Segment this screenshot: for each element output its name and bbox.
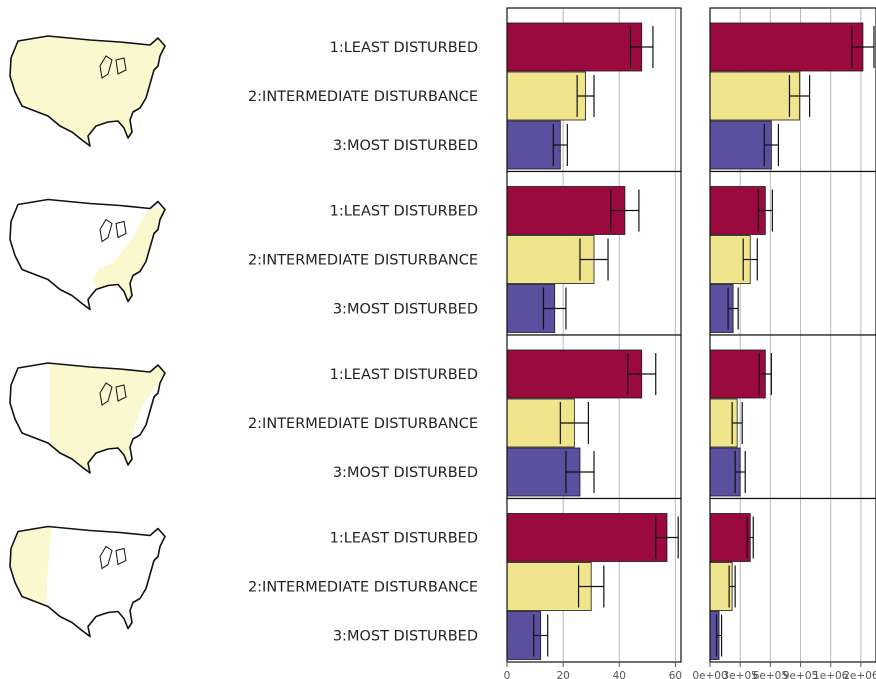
- right-region-3-errorbar-1: [758, 353, 772, 395]
- right-region-2-errorbar-2: [742, 238, 758, 281]
- x-tick-label: 3e+05: [723, 670, 758, 679]
- left-region-3-bar-1: [506, 349, 643, 399]
- left-region-1-bar-2: [506, 71, 586, 121]
- right-region-3-bar-1: [709, 349, 766, 399]
- category-label: 2:INTERMEDIATE DISTURBANCE: [248, 253, 478, 269]
- left-region-1-errorbar-2: [576, 75, 595, 117]
- category-label: 3:MOST DISTURBED: [333, 302, 478, 318]
- right-region-2-errorbar-1: [757, 189, 773, 232]
- right-region-1-bar-3: [709, 120, 772, 170]
- left-region-3-errorbar-3: [565, 451, 595, 493]
- left-x-axis: 0 20 40 60: [504, 662, 682, 679]
- left-region-3-errorbar-2: [559, 402, 589, 444]
- x-tick-label: 2e+06: [843, 670, 876, 679]
- right-region-3-errorbar-3: [734, 451, 746, 493]
- map-highlight: [40, 363, 165, 473]
- category-label: 1:LEAST DISTURBED: [330, 367, 478, 383]
- left-region-1-bar-1: [506, 22, 643, 72]
- category-label: 1:LEAST DISTURBED: [330, 531, 478, 547]
- category-label: 1:LEAST DISTURBED: [330, 204, 478, 220]
- right-region-3-errorbar-2: [731, 402, 743, 444]
- left-region-2-bar-1: [506, 186, 626, 235]
- left-region-4-bar-1: [506, 513, 668, 562]
- category-label: 3:MOST DISTURBED: [333, 465, 478, 481]
- right-region-4-errorbar-1: [746, 516, 754, 559]
- left-region-1-errorbar-3: [552, 124, 568, 166]
- left-region-1-errorbar-1: [629, 26, 654, 68]
- left-region-2-errorbar-2: [579, 238, 609, 281]
- x-tick-label: 9e+05: [783, 670, 818, 679]
- left-region-4-bar-2: [506, 562, 592, 611]
- region-maps: [9, 35, 166, 638]
- category-label: 1:LEAST DISTURBED: [330, 40, 478, 56]
- x-tick-label: 20: [556, 670, 569, 679]
- category-label: 2:INTERMEDIATE DISTURBANCE: [248, 416, 478, 432]
- map-highlight: [10, 36, 165, 146]
- left-region-1-bar-3: [506, 120, 561, 170]
- region-map-1: [9, 35, 166, 147]
- left-region-4-errorbar-1: [655, 516, 679, 559]
- right-bar-panel: [709, 7, 876, 663]
- x-tick-label: 0e+00: [692, 670, 727, 679]
- x-tick-label: 60: [669, 670, 682, 679]
- right-region-4-errorbar-2: [728, 565, 736, 608]
- right-region-1-errorbar-3: [763, 124, 780, 166]
- right-region-1-bar-2: [709, 71, 800, 121]
- x-tick-label: 6e+05: [753, 670, 788, 679]
- x-tick-label: 40: [613, 670, 626, 679]
- right-region-2-errorbar-3: [727, 287, 739, 330]
- left-region-2-errorbar-1: [610, 189, 640, 232]
- x-tick-label: 0: [504, 670, 511, 679]
- right-region-1-errorbar-1: [851, 26, 875, 68]
- category-label: 2:INTERMEDIATE DISTURBANCE: [248, 89, 478, 105]
- left-region-4-errorbar-2: [577, 565, 605, 608]
- map-highlight: [10, 526, 52, 609]
- left-region-2-errorbar-3: [542, 287, 567, 330]
- right-region-1-bar-1: [709, 22, 864, 72]
- x-tick-label: 1e+06: [813, 670, 849, 679]
- left-region-4-errorbar-3: [533, 614, 549, 657]
- region-map-3: [9, 362, 166, 474]
- category-label: 3:MOST DISTURBED: [333, 629, 478, 645]
- category-label: 3:MOST DISTURBED: [333, 138, 478, 154]
- left-bar-panel: [506, 7, 682, 663]
- category-label: 2:INTERMEDIATE DISTURBANCE: [248, 580, 478, 596]
- region-map-4: [9, 525, 166, 638]
- category-labels: 1:LEAST DISTURBED 2:INTERMEDIATE DISTURBA…: [248, 40, 478, 645]
- right-region-4-panel-frame: [709, 497, 876, 663]
- left-region-3-errorbar-1: [627, 353, 657, 395]
- right-region-4-bar-1: [709, 513, 751, 562]
- right-region-2-bar-1: [709, 186, 766, 235]
- left-region-4-panel-frame: [506, 497, 682, 663]
- region-map-2: [9, 198, 166, 311]
- right-region-4-errorbar-3: [715, 614, 723, 657]
- right-region-1-errorbar-2: [788, 75, 811, 117]
